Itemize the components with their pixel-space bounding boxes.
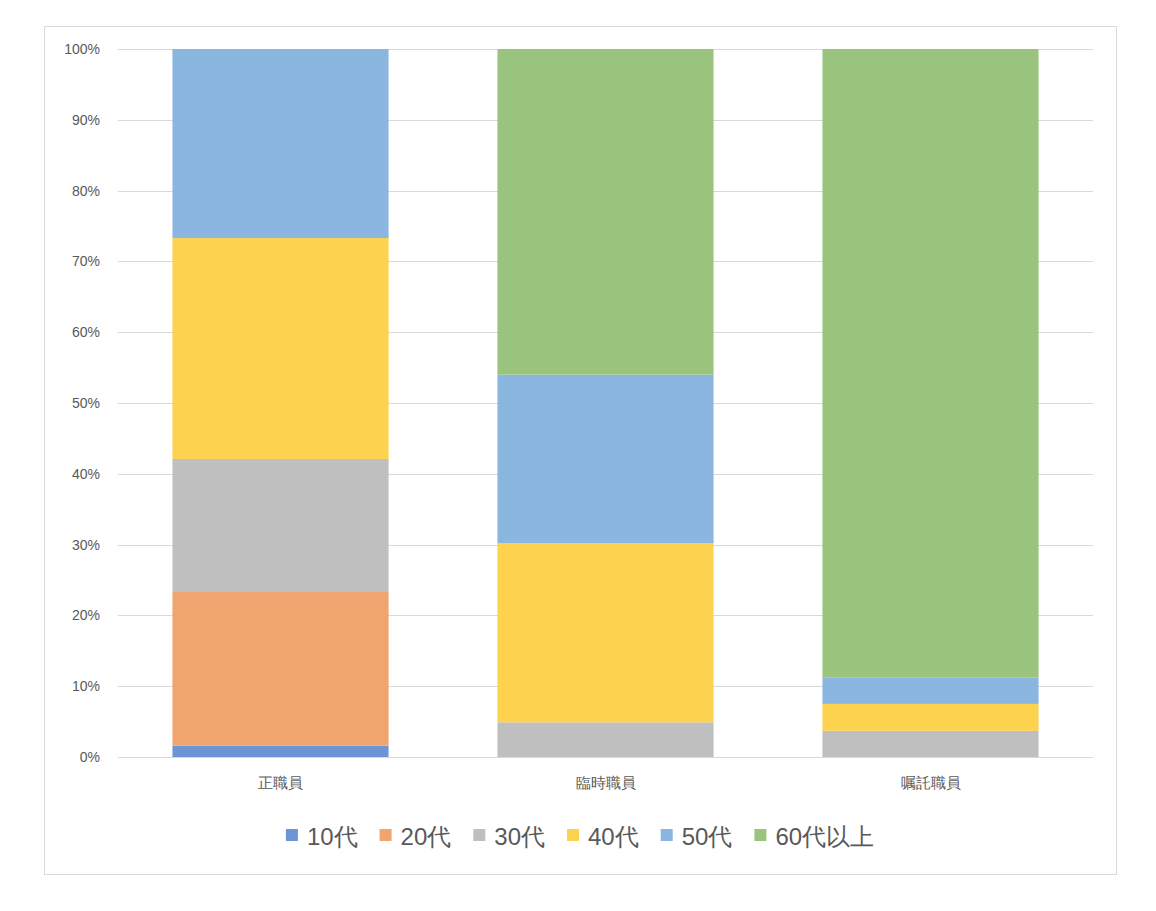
bar-segment — [497, 375, 713, 544]
legend-label: 20代 — [401, 823, 452, 850]
y-tick-label: 100% — [64, 41, 100, 57]
legend-label: 50代 — [682, 823, 733, 850]
legend-swatch — [473, 829, 485, 841]
bar-segment — [822, 49, 1038, 678]
legend-label: 10代 — [307, 823, 358, 850]
bar-segment — [172, 746, 388, 757]
legend-swatch — [567, 829, 579, 841]
y-tick-label: 40% — [72, 466, 100, 482]
legend-swatch — [754, 829, 766, 841]
bar-segment — [497, 49, 713, 375]
bar-segment — [172, 49, 388, 238]
chart: 0% 10% 20% 30% 40% 50% 60% 70% 80% 90% 100% 正職員 臨時職員… — [0, 0, 1156, 911]
category-label: 嘱託職員 — [901, 774, 961, 791]
category-label: 臨時職員 — [576, 774, 636, 791]
bar-segment — [822, 704, 1038, 731]
bar-segment — [497, 722, 713, 757]
legend-label: 60代以上 — [775, 823, 874, 850]
bar-segment — [822, 731, 1038, 757]
bar-segment — [172, 592, 388, 746]
category-label: 正職員 — [258, 774, 303, 791]
y-tick-label: 30% — [72, 537, 100, 553]
grid-line — [118, 757, 1093, 758]
bars — [172, 49, 1038, 757]
legend-label: 40代 — [588, 823, 639, 850]
legend-swatch — [380, 829, 392, 841]
legend-swatch — [286, 829, 298, 841]
bar-segment — [497, 543, 713, 722]
y-tick-label: 80% — [72, 183, 100, 199]
y-tick-label: 10% — [72, 678, 100, 694]
chart-border — [45, 27, 1117, 875]
bar-segment — [172, 238, 388, 459]
y-tick-label: 20% — [72, 607, 100, 623]
legend-label: 30代 — [494, 823, 545, 850]
bar-segment — [822, 678, 1038, 704]
y-tick-label: 0% — [80, 749, 100, 765]
legend: 10代 20代 30代 40代 50代 60代以上 — [286, 823, 874, 850]
y-tick-label: 70% — [72, 253, 100, 269]
y-tick-label: 50% — [72, 395, 100, 411]
bar-segment — [172, 459, 388, 592]
bar-segment — [172, 49, 388, 50]
legend-swatch — [661, 829, 673, 841]
y-tick-label: 60% — [72, 324, 100, 340]
y-tick-label: 90% — [72, 112, 100, 128]
